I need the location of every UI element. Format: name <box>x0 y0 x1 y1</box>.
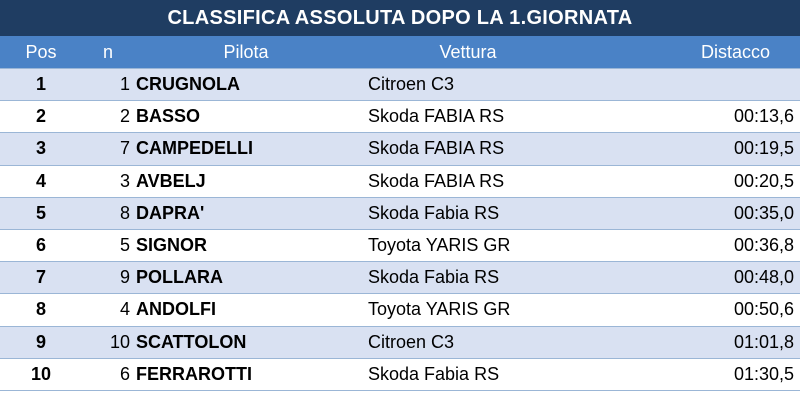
cell-distacco: 00:20,5 <box>733 170 794 191</box>
cell-vettura: Skoda Fabia RS <box>368 363 500 384</box>
cell-distacco: 00:48,0 <box>733 267 794 288</box>
cell-n: 8 <box>119 202 130 223</box>
cell-pilota: CRUGNOLA <box>136 74 240 95</box>
cell-n: 2 <box>119 106 130 127</box>
cell-vettura: Skoda Fabia RS <box>368 267 500 288</box>
cell-n: 5 <box>119 235 130 256</box>
cell-distacco: 00:36,8 <box>733 235 794 256</box>
header-distacco: Distacco <box>700 41 770 62</box>
cell-distacco: 00:50,6 <box>733 299 794 320</box>
cell-distacco: 01:30,5 <box>733 363 794 384</box>
cell-distacco: 00:13,6 <box>733 106 794 127</box>
table-row: 5 8 DAPRA' Skoda Fabia RS 00:35,0 <box>0 197 800 230</box>
cell-n: 7 <box>119 138 130 159</box>
cell-pilota: DAPRA' <box>136 202 205 223</box>
cell-vettura: Citroen C3 <box>368 331 455 352</box>
table-row: 2 2 BASSO Skoda FABIA RS 00:13,6 <box>0 101 800 134</box>
table-header: Pos n Pilota Vettura Distacco <box>0 36 800 69</box>
table-row: 10 6 FERRAROTTI Skoda Fabia RS 01:30,5 <box>0 358 800 391</box>
table-body: 1 1 CRUGNOLA Citroen C3 2 2 BASSO Skoda … <box>0 69 800 391</box>
table-row: 7 9 POLLARA Skoda Fabia RS 00:48,0 <box>0 262 800 295</box>
cell-pilota: POLLARA <box>136 267 223 288</box>
cell-pilota: CAMPEDELLI <box>136 138 253 159</box>
table-row: 3 7 CAMPEDELLI Skoda FABIA RS 00:19,5 <box>0 133 800 166</box>
cell-distacco: 00:19,5 <box>733 138 794 159</box>
cell-distacco: 01:01,8 <box>733 331 794 352</box>
table-row: 8 4 ANDOLFI Toyota YARIS GR 00:50,6 <box>0 294 800 327</box>
cell-pilota: FERRAROTTI <box>136 363 252 384</box>
table-row: 6 5 SIGNOR Toyota YARIS GR 00:36,8 <box>0 229 800 263</box>
cell-pos: 1 <box>35 74 46 95</box>
header-pos: Pos <box>25 41 57 62</box>
header-vettura: Vettura <box>439 41 497 62</box>
cell-vettura: Skoda FABIA RS <box>368 138 505 159</box>
cell-n: 9 <box>119 267 130 288</box>
cell-pos: 9 <box>35 331 46 352</box>
cell-vettura: Toyota YARIS GR <box>368 299 511 320</box>
cell-vettura: Toyota YARIS GR <box>368 235 511 256</box>
table-row: 9 10 SCATTOLON Citroen C3 01:01,8 <box>0 326 800 359</box>
cell-pilota: SIGNOR <box>136 235 208 256</box>
cell-pos: 6 <box>35 235 46 256</box>
cell-pos: 3 <box>35 138 46 159</box>
table-row: 4 3 AVBELJ Skoda FABIA RS 00:20,5 <box>0 165 800 198</box>
cell-vettura: Skoda FABIA RS <box>368 170 505 191</box>
cell-pilota: ANDOLFI <box>136 299 216 320</box>
cell-n: 3 <box>119 170 130 191</box>
cell-pos: 2 <box>35 106 46 127</box>
cell-pos: 8 <box>35 299 46 320</box>
cell-pos: 10 <box>30 363 52 384</box>
cell-vettura: Citroen C3 <box>368 74 455 95</box>
table-row: 1 1 CRUGNOLA Citroen C3 <box>0 69 800 102</box>
cell-n: 6 <box>119 363 130 384</box>
cell-pos: 5 <box>35 202 46 223</box>
cell-pilota: AVBELJ <box>136 170 206 191</box>
table-title: CLASSIFICA ASSOLUTA DOPO LA 1.GIORNATA <box>0 0 800 36</box>
cell-n: 1 <box>119 74 130 95</box>
header-n: n <box>102 41 113 62</box>
cell-vettura: Skoda Fabia RS <box>368 202 500 223</box>
cell-pilota: BASSO <box>136 106 201 127</box>
cell-n: 4 <box>119 299 130 320</box>
cell-pilota: SCATTOLON <box>136 331 247 352</box>
cell-distacco: 00:35,0 <box>733 202 794 223</box>
header-pilota: Pilota <box>223 41 269 62</box>
cell-n: 10 <box>109 331 130 352</box>
cell-pos: 7 <box>35 267 46 288</box>
cell-vettura: Skoda FABIA RS <box>368 106 505 127</box>
cell-pos: 4 <box>35 170 46 191</box>
